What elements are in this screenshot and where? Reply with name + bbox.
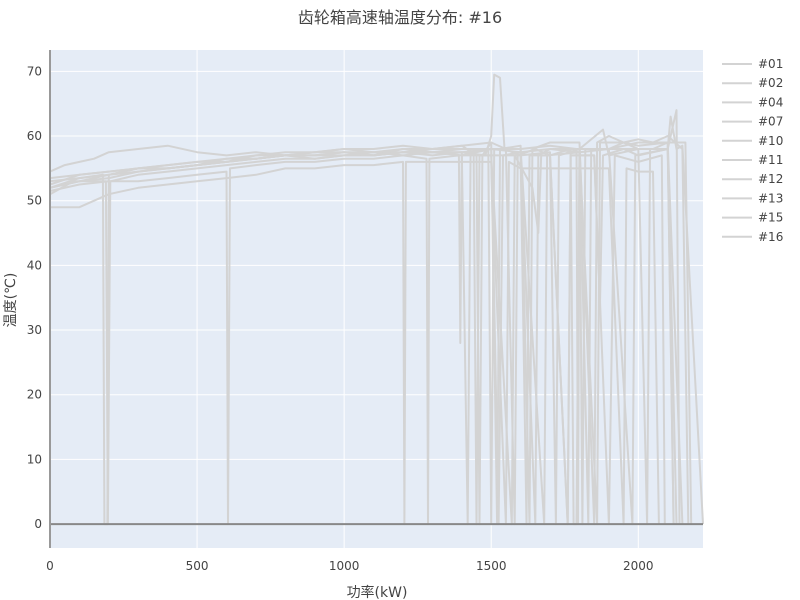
x-tick-label: 2000 [623,559,654,573]
legend-label: #02 [758,76,783,90]
legend-item[interactable]: #10 [722,134,783,148]
y-tick-label: 30 [27,323,42,337]
plot-area [50,50,703,548]
legend-item[interactable]: #07 [722,115,783,129]
legend-label: #11 [758,153,783,167]
legend-item[interactable]: #16 [722,230,783,244]
legend-item[interactable]: #12 [722,172,783,186]
legend-label: #12 [758,172,783,186]
y-tick-label: 70 [27,64,42,78]
legend-label: #10 [758,134,783,148]
x-tick-label: 500 [186,559,209,573]
legend-item[interactable]: #04 [722,95,783,109]
y-tick-label: 50 [27,194,42,208]
y-tick-label: 60 [27,129,42,143]
legend-label: #04 [758,95,783,109]
x-tick-label: 1000 [329,559,360,573]
x-tick-label: 0 [46,559,54,573]
series-line-02 [49,135,690,526]
legend-item[interactable]: #02 [722,76,783,90]
y-axis-label: 温度(℃) [3,273,19,328]
y-tick-label: 0 [34,517,42,531]
legend-item[interactable]: #13 [722,191,783,205]
chart-title: 齿轮箱高速轴温度分布: #16 [298,8,502,27]
legend: #01 #02 #04 #07 #10 #11 #12 #13 #15 #16 [722,57,783,244]
legend-item[interactable]: #15 [722,211,783,225]
legend-label: #07 [758,115,783,129]
x-tick-label: 1500 [476,559,507,573]
legend-label: #13 [758,191,783,205]
y-tick-label: 20 [27,388,42,402]
legend-item[interactable]: #01 [722,57,783,71]
tick-labels: 0 10 20 30 40 50 60 70 0 500 1000 1500 2000 [27,64,654,573]
x-axis-label: 功率(kW) [347,584,408,600]
legend-item[interactable]: #11 [722,153,783,167]
y-tick-label: 10 [27,452,42,466]
legend-label: #16 [758,230,783,244]
legend-label: #01 [758,57,783,71]
legend-label: #15 [758,211,783,225]
series-line-16 [49,141,693,526]
y-tick-label: 40 [27,258,42,272]
